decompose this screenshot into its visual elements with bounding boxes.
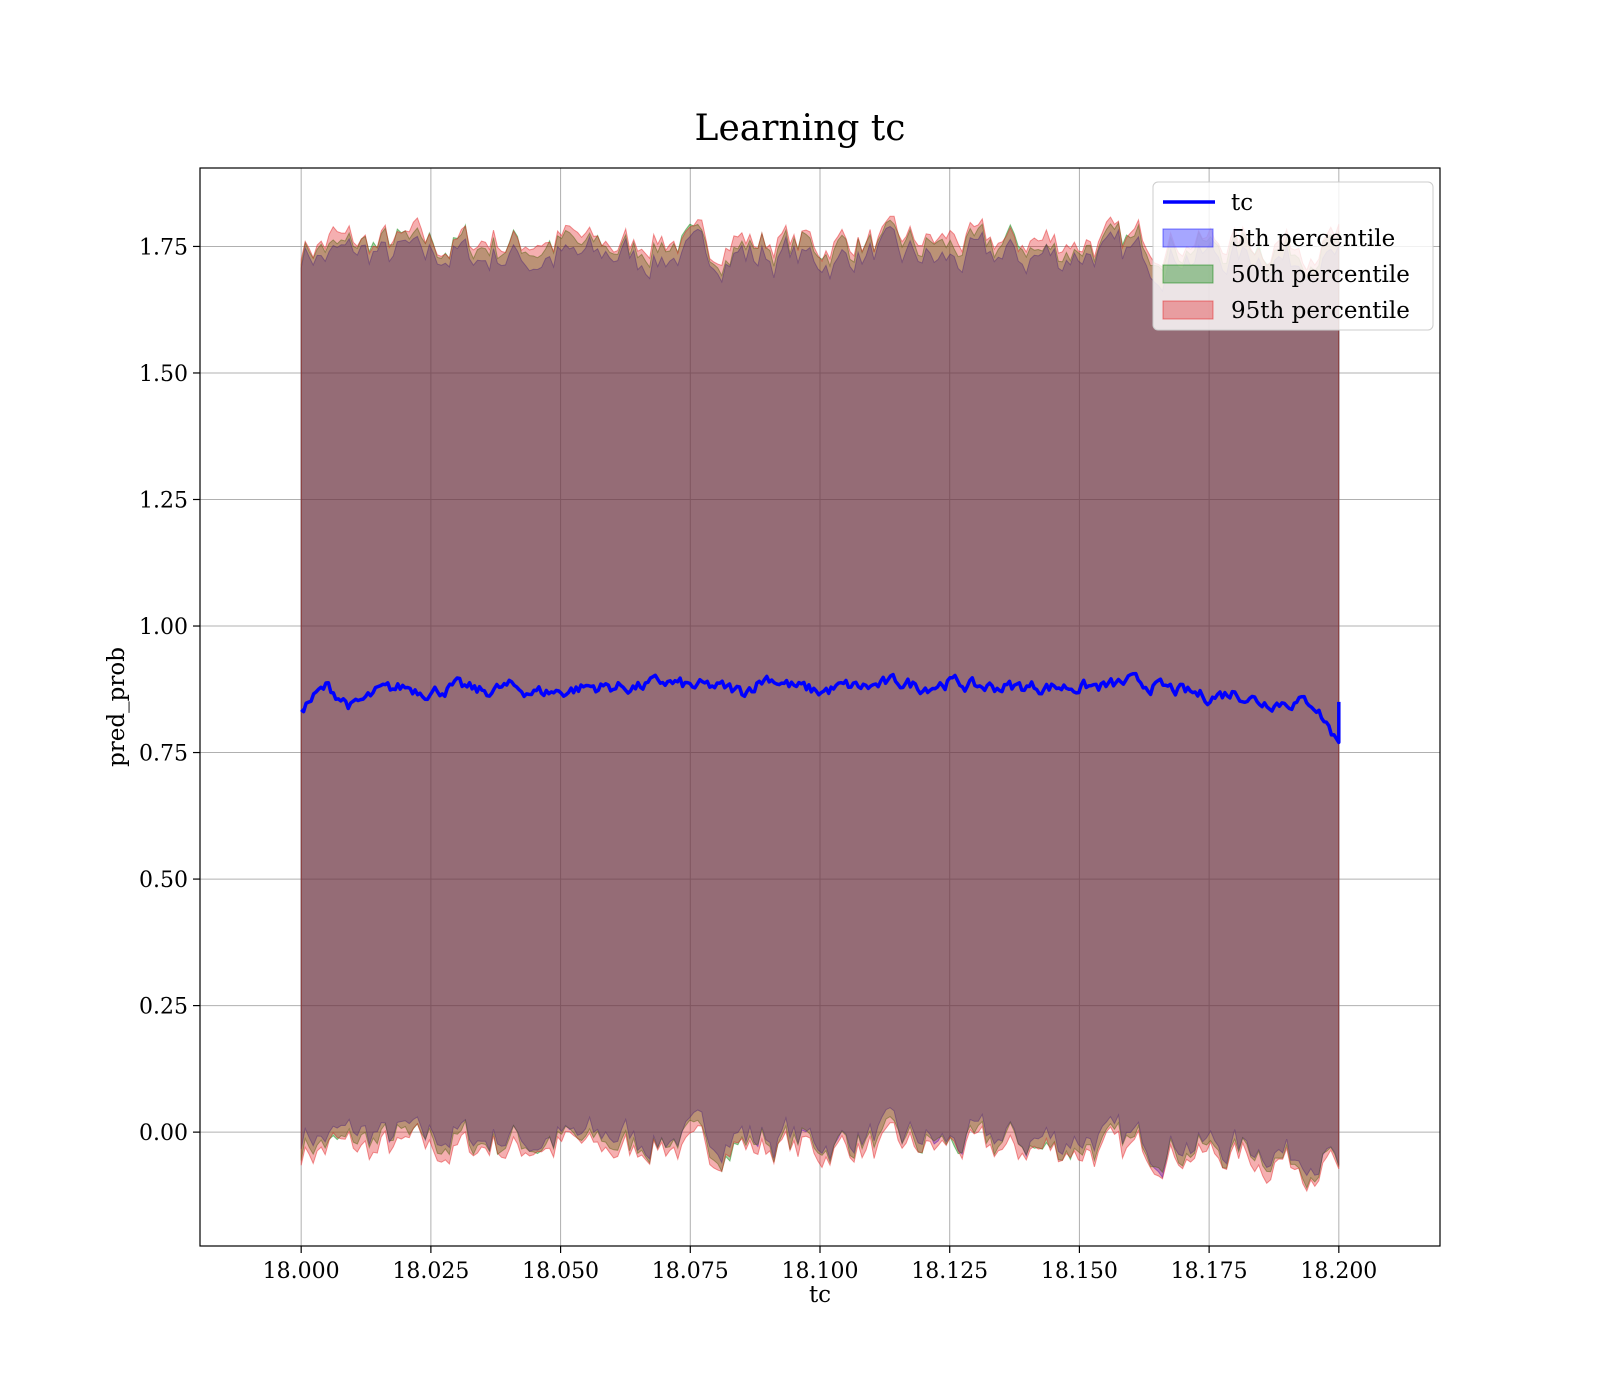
legend-swatch-95th-percentile <box>1162 300 1214 320</box>
legend-label: tc <box>1231 190 1253 216</box>
y-tick-label: 1.00 <box>139 615 188 640</box>
x-tick-label: 18.025 <box>392 1259 469 1284</box>
legend-swatch-5th-percentile <box>1162 228 1214 248</box>
legend-box <box>1152 181 1434 331</box>
y-axis-label: pred_prob <box>104 647 130 767</box>
y-tick-label: 0.75 <box>139 742 188 767</box>
x-axis-label: tc <box>809 1282 831 1308</box>
x-tick-label: 18.150 <box>1041 1259 1118 1284</box>
legend-label: 95th percentile <box>1231 298 1410 324</box>
legend-label: 50th percentile <box>1231 262 1410 288</box>
y-tick-label: 1.25 <box>139 488 188 513</box>
y-tick-label: 1.50 <box>139 362 188 387</box>
x-tick-label: 18.000 <box>263 1259 340 1284</box>
y-tick-label: 1.75 <box>139 235 188 260</box>
y-tick-label: 0.50 <box>139 868 188 893</box>
legend-swatch-50th-percentile <box>1162 264 1214 284</box>
x-tick-label: 18.125 <box>911 1259 988 1284</box>
x-tick-label: 18.075 <box>652 1259 729 1284</box>
series-lines <box>300 671 1341 745</box>
legend-label: 5th percentile <box>1231 226 1395 252</box>
grid <box>200 168 1440 1246</box>
band-50th-percentile <box>300 219 1340 1190</box>
x-tick-label: 18.050 <box>522 1259 599 1284</box>
x-tick-label: 18.200 <box>1300 1259 1377 1284</box>
chart-title: Learning tc <box>695 108 906 149</box>
band-5th-percentile <box>300 225 1340 1179</box>
series-line-tc <box>300 671 1341 745</box>
x-axis: 18.000 18.025 18.050 18.075 18.100 18.125 18.1… <box>263 1246 1377 1284</box>
x-tick-label: 18.100 <box>782 1259 859 1284</box>
band-95th-percentile <box>300 215 1340 1193</box>
y-tick-label: 0.25 <box>139 995 188 1020</box>
y-axis: 0.00 0.25 0.50 0.75 1.00 1.25 1.50 1.75 <box>139 235 200 1146</box>
x-tick-label: 18.175 <box>1171 1259 1248 1284</box>
percentile-bands <box>300 215 1340 1193</box>
legend: tc 5th percentile 50th percentile 95th perc… <box>1152 181 1434 331</box>
y-tick-label: 0.00 <box>139 1121 188 1146</box>
